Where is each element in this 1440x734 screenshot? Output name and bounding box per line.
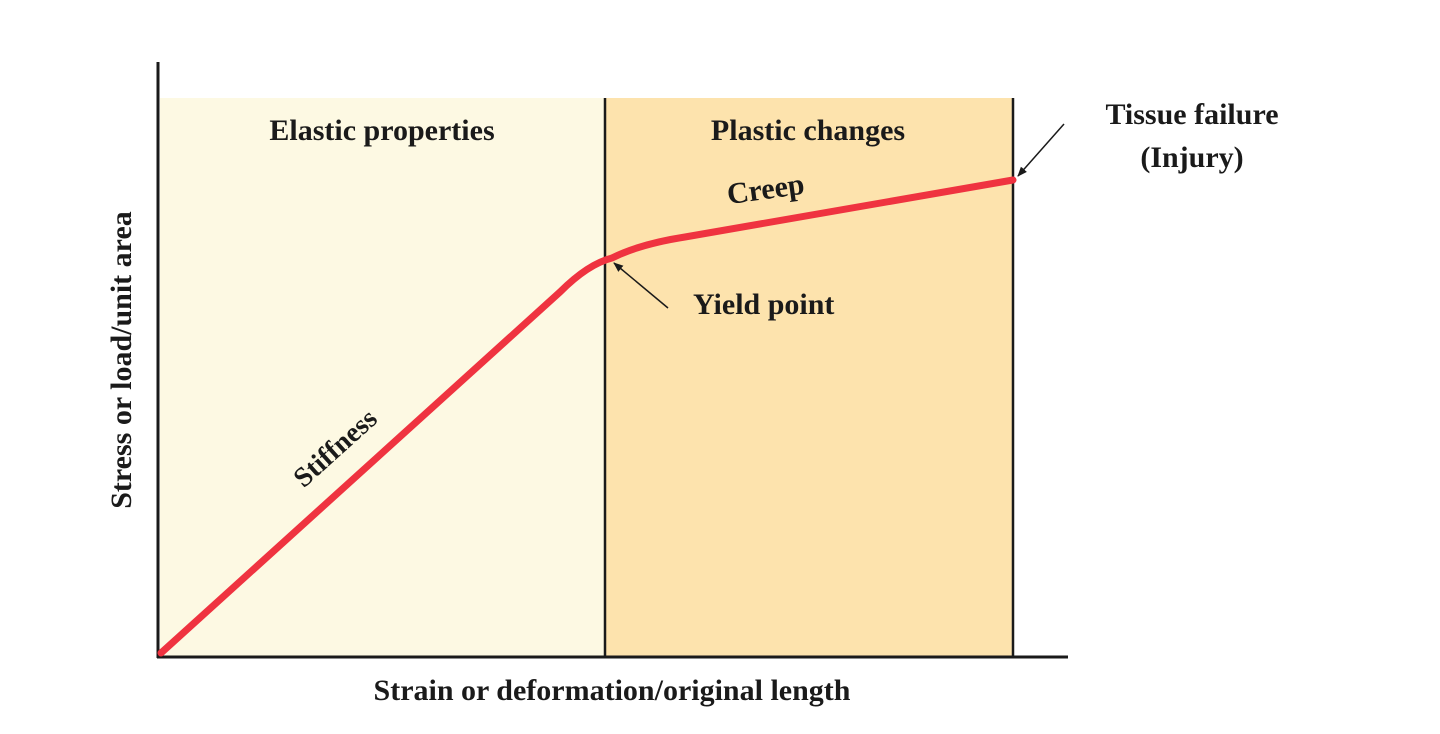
stress-strain-curve <box>157 176 1017 657</box>
annotation: Yield point <box>693 288 834 321</box>
region-label: Elastic properties <box>269 114 494 147</box>
y-axis-label: Stress or load/unit area <box>105 211 138 509</box>
x-axis-label: Strain or deformation/original length <box>374 674 851 707</box>
failure-arrow <box>1017 123 1065 177</box>
annotation: Tissue failure <box>1105 98 1278 131</box>
yield-arrow <box>613 262 669 309</box>
region-label: Plastic changes <box>711 114 905 147</box>
plastic-region <box>606 98 1013 656</box>
elastic-region <box>160 98 605 656</box>
annotation: (Injury) <box>1140 141 1243 174</box>
